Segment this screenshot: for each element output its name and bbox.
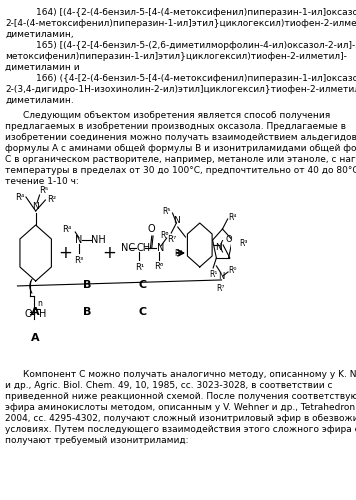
Text: H: H (39, 309, 46, 319)
Text: B: B (83, 280, 92, 290)
Text: 2-[4-(4-метоксифенил)пиперазин-1-ил]этил}циклогексил)тиофен-2-илметил]-: 2-[4-(4-метоксифенил)пиперазин-1-ил]этил… (5, 19, 356, 28)
Text: 165) [(4-{2-[4-бензил-5-(2,6-диметилморфолин-4-ил)оксазол-2-ил]-2-[4-(4-: 165) [(4-{2-[4-бензил-5-(2,6-диметилморф… (36, 41, 356, 50)
Text: течение 1-10 ч:: течение 1-10 ч: (5, 177, 79, 186)
Text: Следующим объектом изобретения является способ получения: Следующим объектом изобретения является … (23, 111, 330, 120)
Text: R³: R³ (239, 238, 247, 248)
Text: O: O (24, 309, 32, 319)
Text: R⁴: R⁴ (15, 192, 25, 202)
Text: R⁵: R⁵ (163, 206, 171, 216)
Text: O: O (148, 224, 156, 234)
Text: R³: R³ (74, 256, 84, 265)
Text: (: ( (27, 278, 33, 293)
Text: и др., Agric. Biol. Chem. 49, 10, 1985, сс. 3023-3028, в соответствии с: и др., Agric. Biol. Chem. 49, 10, 1985, … (5, 381, 333, 390)
Text: B: B (83, 307, 92, 317)
Text: 2-(3,4-дигидро-1Н-изохинолин-2-ил)этил]циклогексил}тиофен-2-илметил)-: 2-(3,4-дигидро-1Н-изохинолин-2-ил)этил]ц… (5, 85, 356, 94)
Text: R²: R² (47, 196, 56, 204)
Text: приведенной ниже реакционной схемой. После получения соответствующего: приведенной ниже реакционной схемой. Пос… (5, 392, 356, 401)
Text: R⁰: R⁰ (229, 266, 237, 276)
Text: С в органическом растворителе, например, метаноле или этаноле, с нагревом до: С в органическом растворителе, например,… (5, 155, 356, 164)
Text: R⁴: R⁴ (228, 212, 237, 222)
Text: R⁷: R⁷ (216, 284, 224, 293)
Text: температуры в пределах от 30 до 100°С, предпочтительно от 40 до 80°С, в: температуры в пределах от 30 до 100°С, п… (5, 166, 356, 175)
Text: диметиламин,: диметиламин, (5, 30, 74, 39)
Text: диметиламин.: диметиламин. (5, 96, 74, 105)
Text: метоксифенил)пиперазин-1-ил]этил}циклогексил)тиофен-2-илметил]-: метоксифенил)пиперазин-1-ил]этил}циклоге… (5, 52, 347, 61)
Text: R²: R² (174, 249, 182, 258)
Text: CH: CH (137, 243, 151, 253)
Text: R⁶: R⁶ (154, 262, 163, 271)
Text: изобретении соединения можно получать взаимодействием альдегидов общей: изобретении соединения можно получать вз… (5, 133, 356, 142)
Text: N: N (157, 243, 164, 253)
Text: n: n (37, 299, 42, 308)
Text: N: N (75, 235, 83, 245)
Text: 166) ({4-[2-(4-бензил-5-[4-(4-метоксифенил)пиперазин-1-ил]оксазол-2-ил]-: 166) ({4-[2-(4-бензил-5-[4-(4-метоксифен… (36, 74, 356, 83)
Text: R¹: R¹ (209, 270, 217, 279)
Text: получают требуемый изонитриламид:: получают требуемый изонитриламид: (5, 436, 189, 445)
Text: 164) [(4-{2-(4-бензил-5-[4-(4-метоксифенил)пиперазин-1-ил]оксазол-2-ил)-: 164) [(4-{2-(4-бензил-5-[4-(4-метоксифен… (36, 8, 356, 17)
Text: Компонент С можно получать аналогично методу, описанному у K. Numani: Компонент С можно получать аналогично ме… (23, 370, 356, 379)
Text: R⁴: R⁴ (62, 226, 71, 234)
Text: A: A (31, 333, 40, 343)
Text: (: ( (219, 240, 225, 254)
Text: R¹: R¹ (135, 263, 144, 272)
Text: C: C (138, 280, 147, 290)
Text: A: A (31, 307, 40, 317)
Text: N: N (32, 202, 39, 211)
Text: R⁵: R⁵ (39, 186, 48, 195)
Text: N: N (218, 272, 225, 281)
Text: эфира аминокислоты методом, описанным у V. Wehner и др., Tetrahedron 60, 19,: эфира аминокислоты методом, описанным у … (5, 403, 356, 412)
Text: R⁷: R⁷ (167, 236, 176, 244)
Text: +: + (102, 244, 116, 262)
Text: C: C (138, 307, 147, 317)
Text: +: + (58, 244, 72, 262)
Text: N: N (173, 216, 180, 225)
Text: R⁶: R⁶ (160, 230, 169, 239)
Text: диметиламин и: диметиламин и (5, 63, 80, 72)
Text: условиях. Путем последующего взаимодействия этого сложного эфира с амином: условиях. Путем последующего взаимодейст… (5, 425, 356, 434)
Text: N: N (215, 242, 222, 252)
Text: NC: NC (121, 243, 135, 253)
Text: NH: NH (91, 235, 105, 245)
Text: предлагаемых в изобретении производных оксазола. Предлагаемые в: предлагаемых в изобретении производных о… (5, 122, 346, 131)
Text: формулы А с аминами общей формулы В и изонитриламидами общей формулы: формулы А с аминами общей формулы В и из… (5, 144, 356, 153)
Text: 2004, сс. 4295-4302, получают сложный изонитриловый эфир в обезвоживающих: 2004, сс. 4295-4302, получают сложный из… (5, 414, 356, 423)
Text: O: O (226, 234, 232, 244)
